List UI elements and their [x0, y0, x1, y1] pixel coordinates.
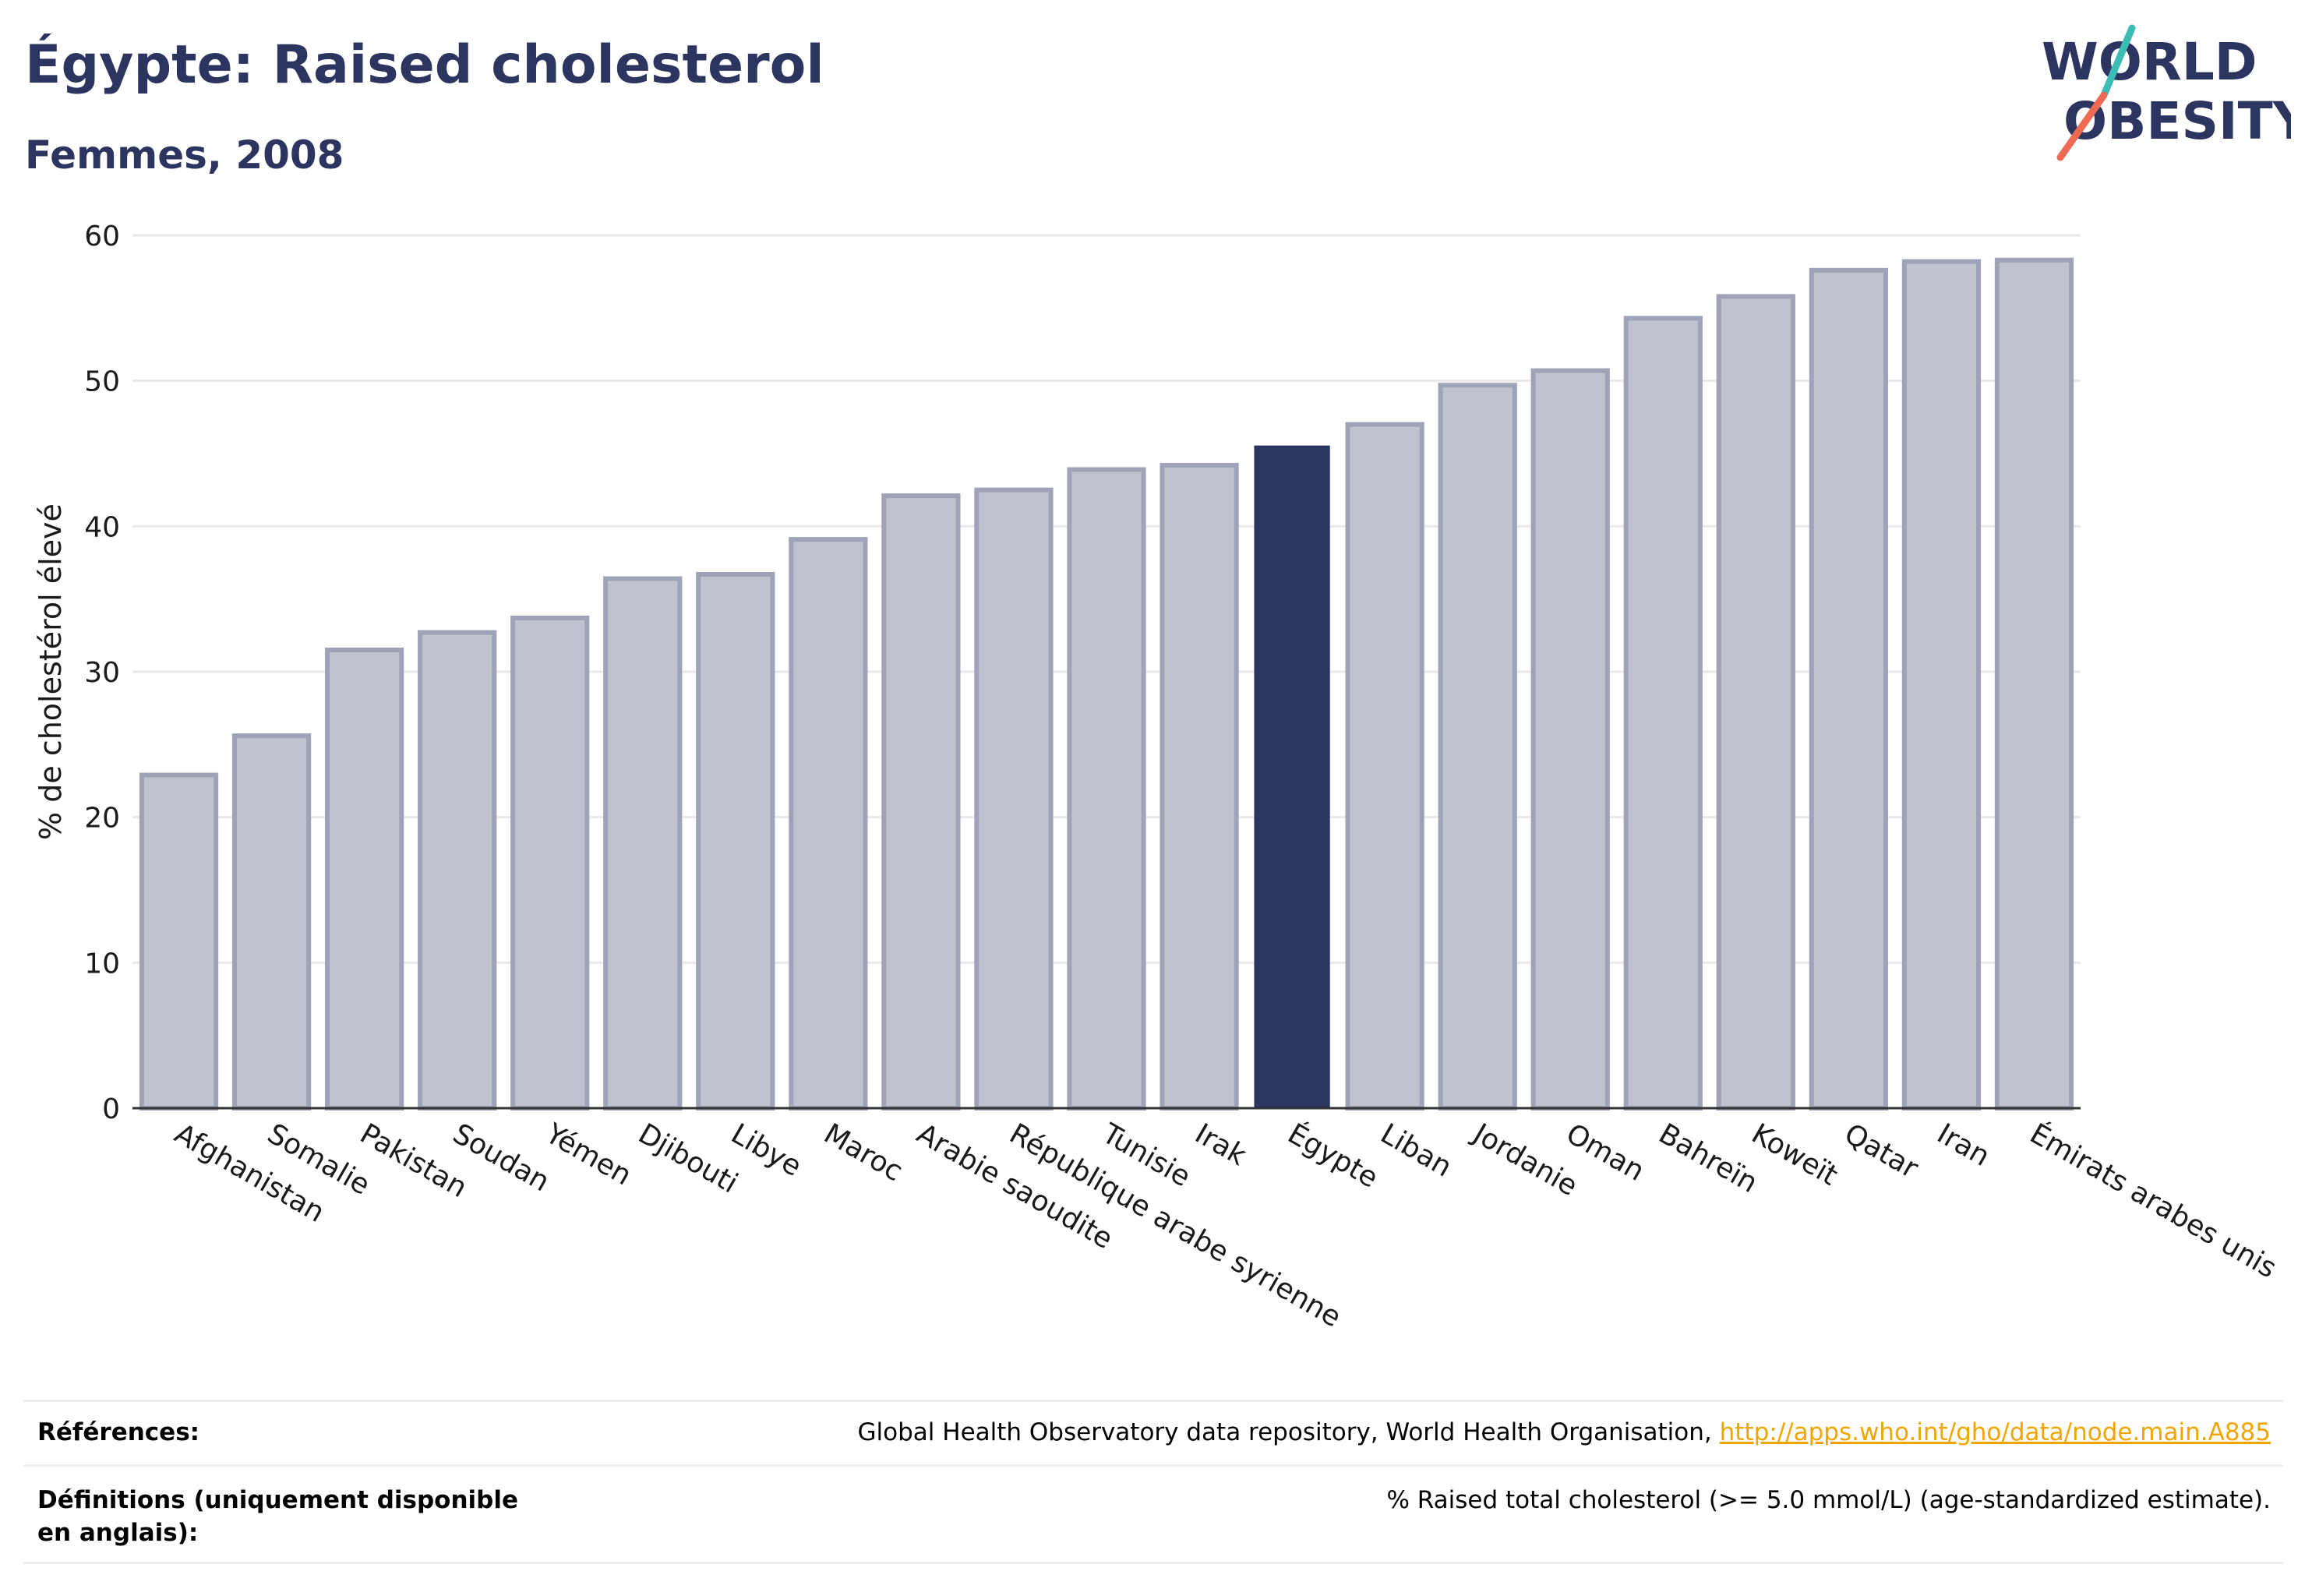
x-tick-label: Liban — [1375, 1118, 1457, 1183]
x-tick-label: Iran — [1932, 1118, 1995, 1173]
bar[interactable] — [696, 571, 775, 1110]
bar[interactable] — [1994, 257, 2074, 1111]
x-tick-label: Koweït — [1746, 1118, 1843, 1192]
bar-chart: 0102030405060AfghanistanSomaliePakistanS… — [34, 221, 2282, 1334]
bar[interactable] — [1530, 368, 1610, 1111]
bar[interactable] — [789, 537, 868, 1110]
bar[interactable] — [418, 630, 497, 1110]
y-axis-label: % de cholestérol élevé — [34, 503, 68, 840]
y-tick-label: 10 — [84, 948, 120, 980]
bar[interactable] — [1623, 316, 1703, 1110]
definitions-value: % Raised total cholesterol (>= 5.0 mmol/… — [1386, 1486, 2271, 1514]
bar[interactable] — [510, 615, 590, 1110]
bar[interactable] — [603, 576, 683, 1110]
bar[interactable] — [325, 648, 404, 1110]
svg-text:WORLD: WORLD — [2042, 32, 2257, 92]
x-tick-label: Yémen — [539, 1118, 637, 1192]
bar[interactable] — [1345, 422, 1424, 1110]
y-tick-label: 0 — [102, 1093, 120, 1125]
x-tick-label: Égypte — [1283, 1117, 1384, 1194]
x-tick-label: Djibouti — [633, 1118, 743, 1199]
references-value: Global Health Observatory data repositor… — [858, 1416, 2271, 1449]
references-text: Global Health Observatory data repositor… — [857, 1418, 1720, 1446]
bar[interactable] — [1809, 267, 1889, 1110]
x-tick-label: Émirats arabes unis — [2024, 1117, 2282, 1284]
x-tick-label: Qatar — [1839, 1118, 1923, 1185]
references-row: Références: Global Health Observatory da… — [23, 1400, 2283, 1464]
bars — [139, 257, 2074, 1111]
bar[interactable] — [1901, 259, 1982, 1111]
x-tick-label: Maroc — [818, 1118, 908, 1188]
bar[interactable] — [139, 772, 219, 1110]
x-tick-label: Jordanie — [1467, 1117, 1583, 1202]
y-tick-label: 30 — [84, 657, 120, 689]
x-tick-label: Bahreïn — [1654, 1118, 1763, 1199]
page-subtitle: Femmes, 2008 — [25, 132, 344, 178]
references-label: Références: — [37, 1418, 200, 1446]
bar[interactable] — [1067, 467, 1146, 1110]
references-link[interactable]: http://apps.who.int/gho/data/node.main.A… — [1719, 1418, 2271, 1446]
x-tick-label: Pakistan — [355, 1118, 472, 1204]
y-tick-label: 40 — [84, 511, 120, 543]
y-tick-label: 60 — [84, 221, 120, 252]
bar[interactable] — [1254, 445, 1330, 1109]
bar[interactable] — [1438, 383, 1517, 1110]
y-tick-label: 20 — [84, 803, 120, 835]
bar[interactable] — [1716, 294, 1795, 1110]
references-table: Références: Global Health Observatory da… — [23, 1400, 2283, 1564]
bar[interactable] — [974, 487, 1054, 1110]
page-title: Égypte: Raised cholesterol — [25, 34, 824, 96]
definitions-label: Définitions (uniquement disponible en an… — [37, 1486, 519, 1547]
bar[interactable] — [231, 733, 312, 1111]
bar[interactable] — [881, 493, 961, 1110]
x-tick-label: Irak — [1190, 1118, 1252, 1172]
bar[interactable] — [1160, 462, 1239, 1110]
y-tick-label: 50 — [84, 366, 120, 398]
definitions-row: Définitions (uniquement disponible en an… — [23, 1464, 2283, 1564]
world-obesity-logo: WORLD OBESITY — [2042, 24, 2291, 161]
